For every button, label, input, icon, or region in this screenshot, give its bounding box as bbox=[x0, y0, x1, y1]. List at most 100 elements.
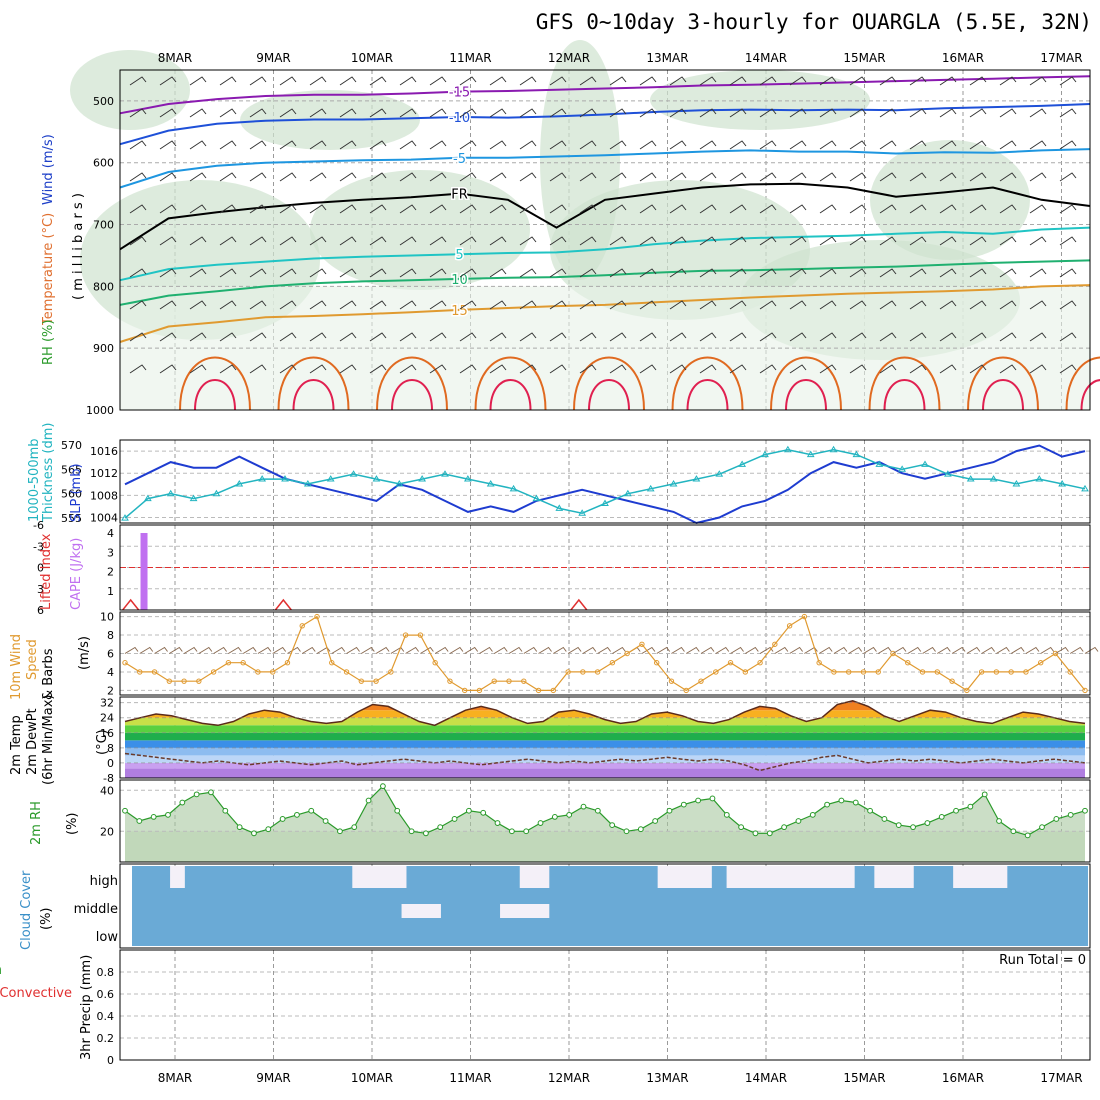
wind-barb-10m bbox=[405, 646, 420, 654]
wind-barb bbox=[159, 108, 177, 118]
wind-barb-10m bbox=[774, 646, 789, 654]
rh-point bbox=[996, 818, 1002, 824]
wind-barb-10m bbox=[479, 646, 493, 654]
wind-barb-10m bbox=[833, 646, 848, 654]
wind-barb bbox=[729, 300, 747, 310]
wind-barb bbox=[489, 364, 507, 374]
wind-barb bbox=[1059, 300, 1077, 310]
cloud-gap-high bbox=[519, 866, 550, 888]
wind-barb bbox=[759, 140, 777, 150]
wind-barb bbox=[219, 204, 237, 214]
wind-barb bbox=[879, 204, 897, 214]
wind-barb bbox=[279, 108, 297, 118]
wind-barb bbox=[669, 172, 687, 182]
wind-barb bbox=[189, 204, 207, 214]
wind-barb-10m bbox=[272, 646, 287, 654]
wind-barb bbox=[759, 76, 777, 86]
wind-barb bbox=[579, 204, 597, 214]
slp-tick: 1016 bbox=[90, 445, 118, 458]
precip-tick: 0.4 bbox=[97, 1010, 115, 1023]
rh-point bbox=[136, 818, 143, 824]
wind-barb-10m bbox=[183, 646, 198, 654]
wind-barb bbox=[819, 332, 837, 342]
wind-barb bbox=[159, 364, 177, 374]
wind-barb bbox=[909, 204, 927, 214]
rh-point bbox=[537, 820, 544, 826]
temp-line bbox=[124, 700, 1086, 727]
wind-barb-10m bbox=[508, 646, 523, 654]
rh-point bbox=[781, 824, 788, 831]
wind-barb bbox=[939, 76, 957, 86]
wind-barb-10m bbox=[346, 646, 360, 654]
wind-barb bbox=[849, 332, 867, 342]
wind-barb bbox=[639, 300, 657, 310]
wind-barb-10m bbox=[538, 646, 552, 654]
wind-barb bbox=[249, 300, 267, 310]
wind-barb bbox=[609, 172, 627, 182]
temp-tick: 8 bbox=[107, 742, 114, 755]
wind-barb bbox=[669, 364, 687, 374]
wind-barb bbox=[339, 268, 357, 278]
wind-barb-10m bbox=[863, 646, 877, 654]
rh-point bbox=[881, 816, 888, 822]
wind-barb bbox=[639, 172, 657, 182]
wind-barb bbox=[879, 108, 897, 118]
isotherm-25-cell bbox=[1080, 379, 1100, 411]
wind-barb bbox=[909, 268, 927, 278]
wind-barb bbox=[369, 140, 387, 150]
wind-barb bbox=[159, 204, 177, 214]
wind-barb bbox=[699, 364, 717, 374]
li-tick: 6 bbox=[37, 604, 44, 617]
wind-barb bbox=[219, 332, 237, 342]
upper-ylabel: Wind (m/s) Temperature (°C)RH (%) bbox=[41, 134, 56, 365]
rh-point bbox=[652, 818, 659, 824]
wind-barb-10m bbox=[523, 646, 538, 654]
wind-barb bbox=[999, 236, 1017, 246]
rh-point bbox=[394, 807, 401, 814]
cape-tick: 4 bbox=[107, 527, 114, 540]
wind-barb bbox=[639, 236, 657, 246]
wind-barb bbox=[819, 76, 837, 86]
panel-frame-rh bbox=[119, 779, 1091, 863]
wind-barb-10m bbox=[700, 646, 715, 654]
wind-barb bbox=[999, 76, 1017, 86]
rh-point bbox=[494, 820, 501, 826]
wind-barb bbox=[579, 172, 597, 182]
temp-band bbox=[125, 755, 1085, 763]
rh-point bbox=[852, 799, 859, 806]
cloud-gap-high bbox=[352, 866, 407, 888]
wind-barb bbox=[879, 300, 897, 310]
wind-barb-10m bbox=[759, 646, 774, 654]
rh-point bbox=[1082, 807, 1088, 814]
wind-label-1: 10m Wind bbox=[9, 634, 24, 700]
wind-barb bbox=[159, 76, 177, 86]
wind-barb-10m bbox=[597, 646, 612, 654]
rh-point bbox=[910, 824, 916, 831]
rh-point bbox=[465, 807, 472, 814]
rh-point bbox=[1039, 824, 1045, 831]
wind-barb-10m bbox=[464, 646, 479, 654]
rh-point bbox=[508, 828, 515, 835]
rh-point bbox=[437, 824, 444, 831]
wind-barb-10m bbox=[287, 646, 301, 654]
wind-barb bbox=[1029, 172, 1047, 182]
isotherm-20-cell bbox=[1065, 356, 1100, 411]
wind-barb bbox=[339, 140, 357, 150]
wind-barb bbox=[489, 76, 507, 86]
wind-barb bbox=[339, 76, 357, 86]
isotherm--15 bbox=[119, 75, 1091, 115]
wind-barb bbox=[519, 76, 537, 86]
rh-point bbox=[752, 830, 759, 837]
wind-barb bbox=[669, 108, 687, 118]
rh-point bbox=[623, 828, 630, 835]
wind-barb-10m bbox=[139, 646, 154, 654]
wind-barb bbox=[729, 204, 747, 214]
date-label-bottom: 15MAR bbox=[843, 1071, 885, 1085]
wind-barb bbox=[339, 300, 357, 310]
wind-barb-10m bbox=[1069, 646, 1084, 654]
wind-barb bbox=[519, 172, 537, 182]
wind-barb bbox=[429, 108, 447, 118]
wind-barb bbox=[639, 364, 657, 374]
wind-barb bbox=[249, 236, 267, 246]
